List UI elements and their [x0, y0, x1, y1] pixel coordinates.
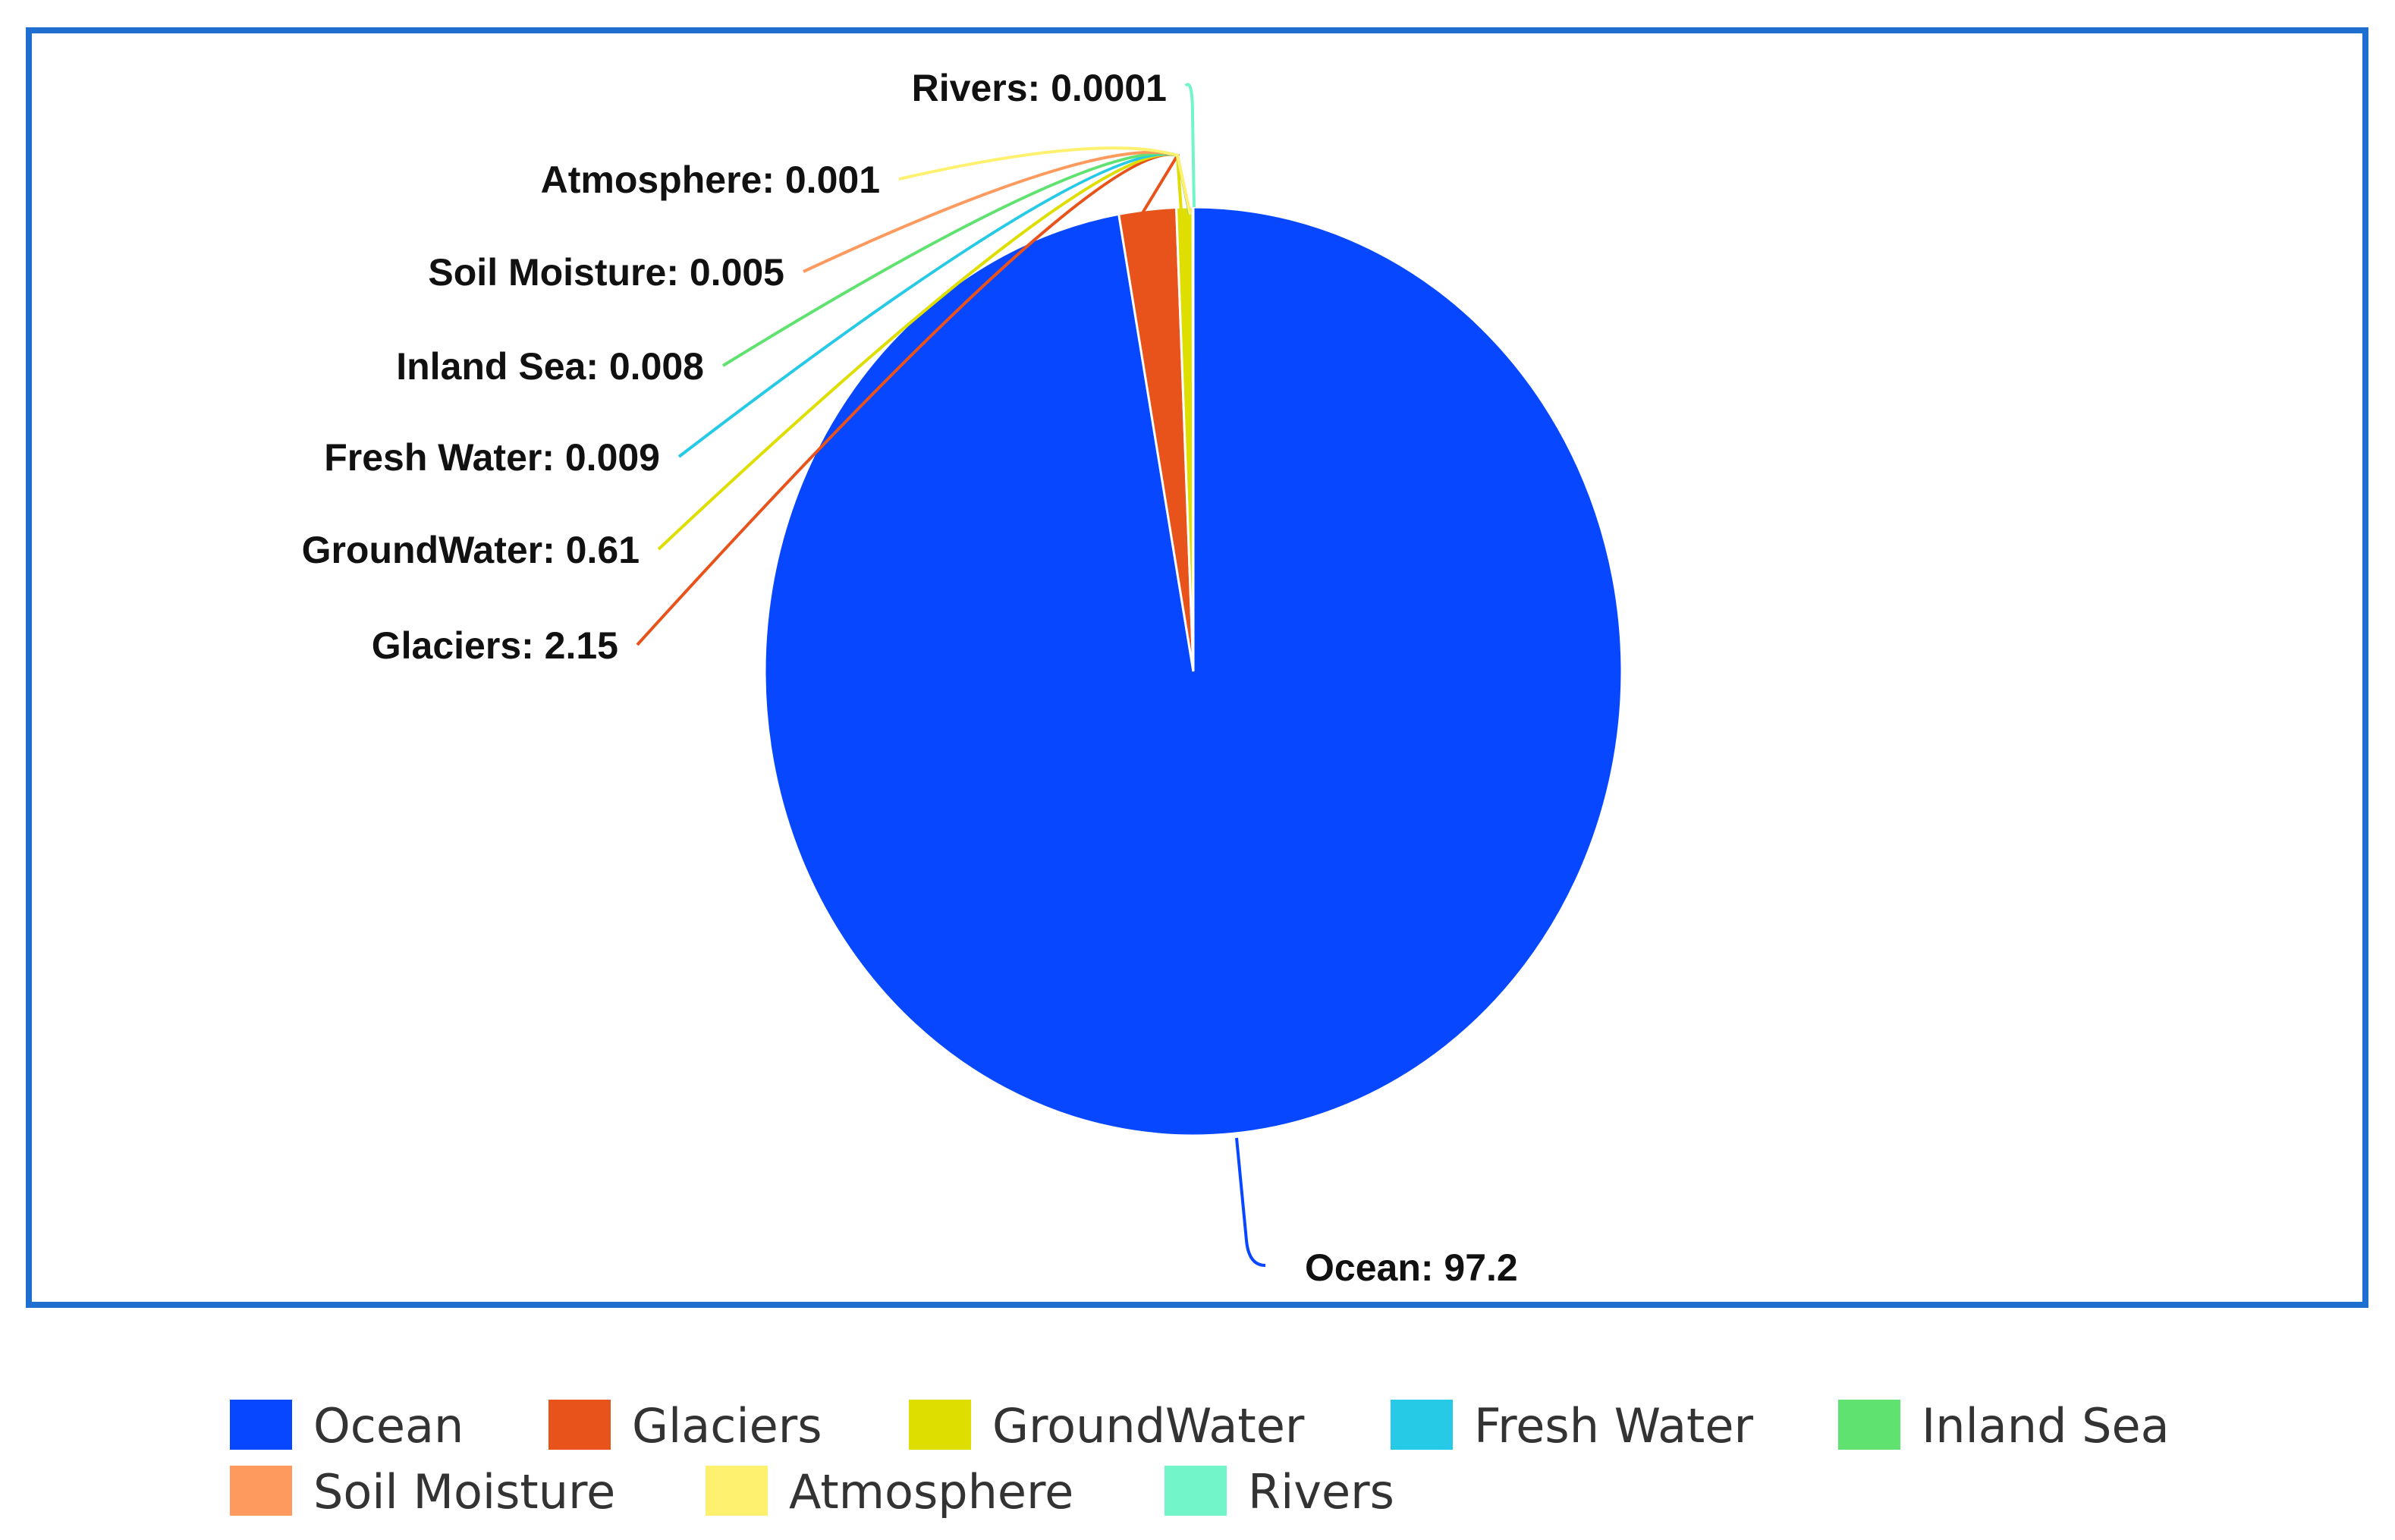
legend-label-groundwater: GroundWater [992, 1398, 1305, 1454]
legend-label-rivers: Rivers [1248, 1464, 1394, 1520]
data-label-fresh-water: Fresh Water: 0.009 [324, 436, 660, 479]
chart-frame [26, 27, 2368, 1308]
legend-swatch-ocean [230, 1400, 292, 1450]
data-label-ocean: Ocean: 97.2 [1305, 1246, 1518, 1289]
leader-line-atmosphere [898, 146, 1192, 215]
legend-label-fresh-water: Fresh Water [1474, 1398, 1754, 1454]
legend-label-glaciers: Glaciers [632, 1398, 822, 1454]
data-label-glaciers: Glaciers: 2.15 [372, 624, 618, 667]
legend-label-ocean: Ocean [313, 1398, 464, 1454]
data-label-groundwater: GroundWater: 0.61 [302, 529, 640, 571]
legend-swatch-soil-moisture [230, 1466, 292, 1516]
legend-swatch-glaciers [548, 1400, 611, 1450]
data-label-atmosphere: Atmosphere: 0.001 [541, 159, 880, 201]
legend-label-inland-sea: Inland Sea [1922, 1398, 2170, 1454]
legend-swatch-fresh-water [1391, 1400, 1453, 1450]
legend: Ocean Glaciers GroundWater Fresh Water Inlan… [230, 1398, 2170, 1520]
pie-slices [763, 206, 1623, 1137]
leader-lines [636, 83, 1266, 1267]
legend-swatch-rivers [1164, 1466, 1227, 1516]
legend-swatch-inland-sea [1838, 1400, 1900, 1450]
leader-line-rivers [1184, 83, 1196, 208]
data-label-inland-sea: Inland Sea: 0.008 [396, 345, 704, 388]
leader-line-ocean [1235, 1137, 1266, 1267]
legend-swatch-atmosphere [706, 1466, 768, 1516]
data-label-soil-moisture: Soil Moisture: 0.005 [428, 251, 784, 294]
legend-label-soil-moisture: Soil Moisture [313, 1464, 615, 1520]
data-label-rivers: Rivers: 0.0001 [912, 67, 1167, 109]
legend-label-atmosphere: Atmosphere [789, 1464, 1073, 1520]
legend-swatch-groundwater [909, 1400, 971, 1450]
data-labels: Ocean: 97.2 Glaciers: 2.15 GroundWater: 0.… [302, 67, 1518, 1289]
